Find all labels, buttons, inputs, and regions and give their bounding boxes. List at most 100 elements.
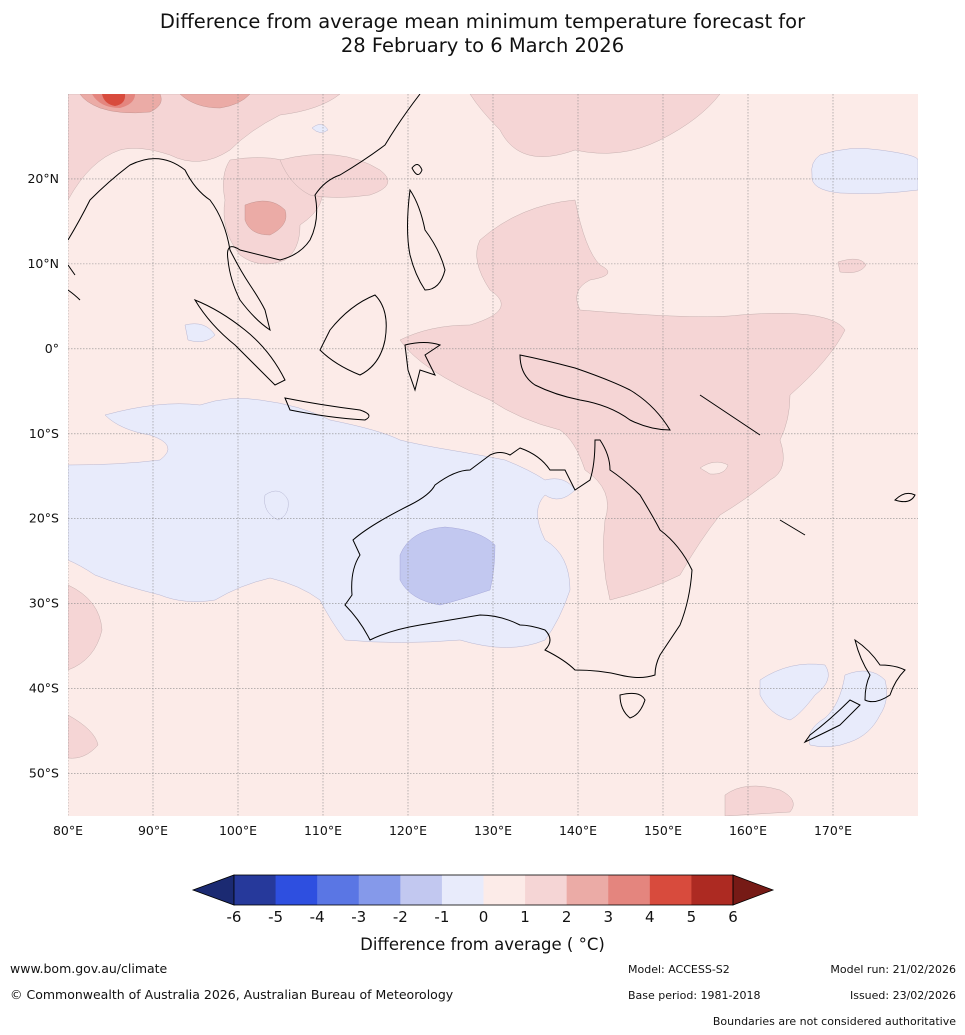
anomaly-region-warm-2-3-b (179, 94, 251, 109)
latitude-tick-label: 50°S (29, 766, 59, 781)
anomaly-region-indian-ocean-cool-small (264, 490, 289, 521)
colorbar-segment (566, 875, 609, 905)
colorbar-tick-label: -5 (268, 908, 283, 926)
longitude-tick-label: 140°E (559, 823, 597, 838)
colorbar-segment (234, 875, 277, 905)
colorbar-low-extension (191, 874, 235, 906)
colorbar-title: Difference from average ( °C) (360, 935, 605, 954)
colorbar-tick-label: 5 (687, 908, 697, 926)
new-zealand-south-island-coastline (803, 699, 861, 744)
longitude-labels: 80°E 90°E 100°E 110°E 120°E 130°E 140°E 150°E 16… (53, 823, 852, 838)
anomaly-region-nz-north-cool (808, 670, 887, 748)
colorbar-segment (691, 875, 734, 905)
anomaly-region-warm-2-3-c (244, 200, 287, 236)
anomaly-region-sumatra-cool (184, 323, 216, 342)
copyright-text: © Commonwealth of Australia 2026, Austra… (10, 987, 454, 1002)
colorbar-segment (649, 875, 692, 905)
latitude-tick-label: 0° (45, 341, 59, 356)
taiwan-coastline (411, 164, 423, 175)
new-zealand-north-island-coastline (854, 638, 906, 703)
anomaly-region-himalaya (68, 94, 341, 201)
sumatra-coastline (193, 298, 286, 386)
model-run-text: Model run: 21/02/2026 (830, 963, 956, 976)
graticule (68, 94, 918, 816)
longitude-tick-label: 100°E (219, 823, 257, 838)
colorbar-tick-label: -3 (351, 908, 366, 926)
base-period-text: Base period: 1981-2018 (628, 989, 761, 1002)
latitude-tick-label: 10°N (27, 256, 59, 271)
colorbar-segment (608, 875, 651, 905)
website-text: www.bom.gov.au/climate (10, 961, 168, 976)
colorbar-tick-label: 6 (728, 908, 738, 926)
anomaly-region-west-pacific-north (469, 94, 721, 157)
colorbar-segment (317, 875, 360, 905)
longitude-tick-label: 160°E (729, 823, 767, 838)
latitude-tick-label: 30°S (29, 596, 59, 611)
colorbar-tick-labels: -6 -5 -4 -3 -2 -1 0 1 2 3 4 5 6 (227, 908, 738, 926)
anomaly-region-southwest-indian-ocean (68, 584, 103, 671)
colorbar-tick-label: 4 (645, 908, 655, 926)
title-line-2: 28 February to 6 March 2026 (340, 34, 625, 57)
anomaly-region-southern-ocean-west (68, 714, 99, 759)
anomaly-region-bay-cool (311, 124, 329, 133)
colorbar-segment (358, 875, 401, 905)
colorbar-segment (441, 875, 484, 905)
new-caledonia-coastline (779, 519, 806, 536)
fiji-coastline (894, 492, 916, 503)
longitude-tick-label: 130°E (474, 823, 512, 838)
anomaly-region-southern-ocean-south (724, 785, 794, 816)
longitude-tick-label: 90°E (138, 823, 168, 838)
longitude-tick-label: 80°E (53, 823, 83, 838)
colorbar-tick-label: 0 (479, 908, 489, 926)
latitude-tick-label: 20°S (29, 511, 59, 526)
colorbar-segment (275, 875, 318, 905)
issued-text: Issued: 23/02/2026 (849, 989, 956, 1002)
longitude-tick-label: 120°E (389, 823, 427, 838)
longitude-tick-label: 150°E (644, 823, 682, 838)
map-panel (68, 94, 918, 816)
solomon-islands-coastline (699, 394, 761, 436)
anomaly-region-tasman-sea (837, 258, 867, 273)
colorbar-segment (483, 875, 526, 905)
coastlines (68, 94, 916, 744)
anomaly-region-north-pacific-cool (811, 148, 918, 194)
map-title: Difference from average mean minimum tem… (0, 10, 965, 58)
colorbar-outline (233, 874, 734, 906)
colorbar-tick-label: -6 (227, 908, 242, 926)
colorbar-high-extension (732, 874, 775, 906)
anomaly-region-western-australia-cold (399, 526, 496, 606)
colorbar-tick-label: 1 (520, 908, 530, 926)
colorbar-segment (400, 875, 443, 905)
latitude-tick-label: 40°S (29, 681, 59, 696)
anomaly-region-warm-4-5 (102, 94, 126, 106)
anomaly-region-south-china (279, 154, 389, 198)
latitude-tick-label: 20°N (27, 171, 59, 186)
sulawesi-coastline (404, 342, 442, 392)
australia-coastline (344, 439, 693, 678)
anomaly-region-pacific-background-patch (699, 461, 729, 475)
java-coastline (284, 397, 370, 421)
india-east-coastline (68, 289, 81, 301)
new-guinea-coastline (519, 354, 671, 431)
borneo-coastline (319, 294, 387, 376)
anomaly-region-tropical-pacific (399, 199, 846, 601)
model-text: Model: ACCESS-S2 (628, 963, 730, 976)
colorbar-tick-label: -1 (434, 908, 449, 926)
colorbar-tick-label: 3 (603, 908, 613, 926)
longitude-tick-label: 110°E (304, 823, 342, 838)
tasmania-coastline (619, 692, 646, 719)
colorbar (191, 874, 775, 906)
sri-lanka-coastline (68, 264, 76, 276)
colorbar-tick-label: -4 (310, 908, 325, 926)
philippines-coastline (407, 188, 446, 291)
anomaly-region-south-island-nz-cool (759, 663, 829, 721)
colorbar-segment (525, 875, 568, 905)
latitude-tick-label: 10°S (29, 426, 59, 441)
colorbar-tick-label: 2 (562, 908, 572, 926)
colorbar-tick-label: -2 (393, 908, 408, 926)
longitude-tick-label: 170°E (814, 823, 852, 838)
latitude-labels: 20°N 10°N 0° 10°S 20°S 30°S 40°S 50°S (27, 171, 59, 781)
asia-mainland-coastline (68, 94, 421, 332)
disclaimer-text: Boundaries are not considered authoritat… (712, 1015, 956, 1028)
